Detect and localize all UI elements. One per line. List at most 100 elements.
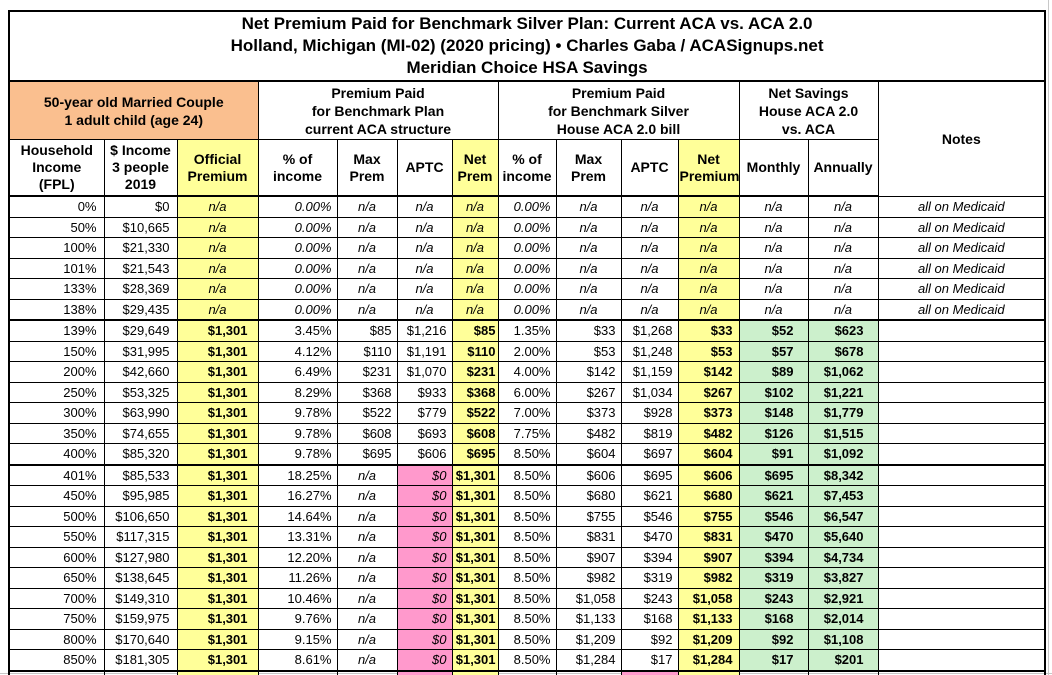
cell-fpl-150%[interactable]: 150% <box>8 340 105 362</box>
cell-monthly-550%[interactable]: $470 <box>738 526 809 548</box>
cell-pct2-300%[interactable]: 7.00% <box>497 402 557 424</box>
cell-net2-139%[interactable]: $33 <box>677 319 740 342</box>
col-header-aptc2-aca20[interactable]: APTC <box>620 139 679 197</box>
cell-official-500%[interactable]: $1,301 <box>176 505 259 527</box>
cell-aptc2-650%[interactable]: $319 <box>620 567 679 589</box>
cell-pct2-200%[interactable]: 4.00% <box>497 361 557 383</box>
cell-pct2-139%[interactable]: 1.35% <box>497 319 557 342</box>
cell-pct1-133%[interactable]: 0.00% <box>257 278 338 300</box>
cell-max2-401%[interactable]: $606 <box>555 464 622 486</box>
cell-fpl-800%[interactable]: 800% <box>8 628 105 650</box>
cell-note-900%[interactable] <box>877 670 1046 675</box>
col-header-max2-aca20[interactable]: Max Prem <box>555 139 622 197</box>
cell-income-450%[interactable]: $95,985 <box>103 485 178 507</box>
cell-max1-400%[interactable]: $695 <box>336 443 398 466</box>
cell-annually-0%[interactable]: n/a <box>807 195 879 218</box>
cell-note-0%[interactable]: all on Medicaid <box>877 195 1046 218</box>
cell-note-50%[interactable]: all on Medicaid <box>877 216 1046 238</box>
cell-max1-800%[interactable]: n/a <box>336 628 398 650</box>
cell-max1-401%[interactable]: n/a <box>336 464 398 486</box>
cell-annually-100%[interactable]: n/a <box>807 237 879 259</box>
cell-max1-101%[interactable]: n/a <box>336 257 398 279</box>
table-title-cell[interactable]: Net Premium Paid for Benchmark Silver Pl… <box>8 10 1046 82</box>
cell-net1-700%[interactable]: $1,301 <box>451 587 499 609</box>
cell-fpl-138%[interactable]: 138% <box>8 298 105 321</box>
cell-official-101%[interactable]: n/a <box>176 257 259 279</box>
cell-official-650%[interactable]: $1,301 <box>176 567 259 589</box>
cell-net1-800%[interactable]: $1,301 <box>451 628 499 650</box>
cell-official-750%[interactable]: $1,301 <box>176 608 259 630</box>
cell-pct1-900%[interactable]: 8.13% <box>257 670 338 675</box>
cell-pct2-250%[interactable]: 6.00% <box>497 381 557 403</box>
cell-aptc2-150%[interactable]: $1,248 <box>620 340 679 362</box>
cell-max2-200%[interactable]: $142 <box>555 361 622 383</box>
net-savings-group-header[interactable]: Net Savings House ACA 2.0 vs. ACA <box>738 80 879 140</box>
cell-monthly-500%[interactable]: $546 <box>738 505 809 527</box>
cell-max1-700%[interactable]: n/a <box>336 587 398 609</box>
cell-fpl-650%[interactable]: 650% <box>8 567 105 589</box>
aca-20-group-header[interactable]: Premium Paid for Benchmark Silver House … <box>497 80 740 140</box>
cell-aptc1-150%[interactable]: $1,191 <box>396 340 453 362</box>
cell-monthly-450%[interactable]: $621 <box>738 485 809 507</box>
cell-aptc2-300%[interactable]: $928 <box>620 402 679 424</box>
cell-income-150%[interactable]: $31,995 <box>103 340 178 362</box>
cell-fpl-450%[interactable]: 450% <box>8 485 105 507</box>
col-header-monthly[interactable]: Monthly <box>738 139 809 197</box>
cell-aptc2-200%[interactable]: $1,159 <box>620 361 679 383</box>
cell-pct2-500%[interactable]: 8.50% <box>497 505 557 527</box>
col-header-pct1[interactable]: % of income <box>257 139 338 197</box>
cell-aptc1-101%[interactable]: n/a <box>396 257 453 279</box>
cell-note-600%[interactable] <box>877 546 1046 568</box>
cell-note-700%[interactable] <box>877 587 1046 609</box>
cell-annually-750%[interactable]: $2,014 <box>807 608 879 630</box>
cell-aptc1-700%[interactable]: $0 <box>396 587 453 609</box>
cell-monthly-400%[interactable]: $91 <box>738 443 809 466</box>
cell-aptc1-100%[interactable]: n/a <box>396 237 453 259</box>
cell-max2-139%[interactable]: $33 <box>555 319 622 342</box>
cell-aptc2-500%[interactable]: $546 <box>620 505 679 527</box>
cell-pct1-600%[interactable]: 12.20% <box>257 546 338 568</box>
cell-monthly-50%[interactable]: n/a <box>738 216 809 238</box>
cell-annually-200%[interactable]: $1,062 <box>807 361 879 383</box>
cell-income-300%[interactable]: $63,990 <box>103 402 178 424</box>
cell-aptc1-250%[interactable]: $933 <box>396 381 453 403</box>
cell-pct2-138%[interactable]: 0.00% <box>497 298 557 321</box>
cell-income-850%[interactable]: $181,305 <box>103 649 178 672</box>
cell-official-50%[interactable]: n/a <box>176 216 259 238</box>
cell-annually-250%[interactable]: $1,221 <box>807 381 879 403</box>
cell-pct2-750%[interactable]: 8.50% <box>497 608 557 630</box>
cell-income-900%[interactable]: $191,970 <box>103 670 178 675</box>
cell-official-401%[interactable]: $1,301 <box>176 464 259 486</box>
cell-note-150%[interactable] <box>877 340 1046 362</box>
cell-monthly-138%[interactable]: n/a <box>738 298 809 321</box>
cell-aptc2-850%[interactable]: $17 <box>620 649 679 672</box>
cell-pct1-800%[interactable]: 9.15% <box>257 628 338 650</box>
cell-monthly-139%[interactable]: $52 <box>738 319 809 342</box>
cell-annually-900%[interactable]: $0 <box>807 670 879 675</box>
cell-max2-0%[interactable]: n/a <box>555 195 622 218</box>
cell-pct2-550%[interactable]: 8.50% <box>497 526 557 548</box>
cell-pct2-600%[interactable]: 8.50% <box>497 546 557 568</box>
cell-net2-401%[interactable]: $606 <box>677 464 740 486</box>
cell-annually-50%[interactable]: n/a <box>807 216 879 238</box>
cell-official-100%[interactable]: n/a <box>176 237 259 259</box>
cell-annually-400%[interactable]: $1,092 <box>807 443 879 466</box>
cell-max2-450%[interactable]: $680 <box>555 485 622 507</box>
cell-aptc1-50%[interactable]: n/a <box>396 216 453 238</box>
cell-net2-450%[interactable]: $680 <box>677 485 740 507</box>
cell-max1-133%[interactable]: n/a <box>336 278 398 300</box>
cell-aptc1-0%[interactable]: n/a <box>396 195 453 218</box>
cell-net1-133%[interactable]: n/a <box>451 278 499 300</box>
cell-fpl-100%[interactable]: 100% <box>8 237 105 259</box>
cell-pct1-500%[interactable]: 14.64% <box>257 505 338 527</box>
cell-pct1-750%[interactable]: 9.76% <box>257 608 338 630</box>
cell-aptc2-750%[interactable]: $168 <box>620 608 679 630</box>
cell-income-500%[interactable]: $106,650 <box>103 505 178 527</box>
cell-net1-101%[interactable]: n/a <box>451 257 499 279</box>
cell-net1-900%[interactable]: $1,301 <box>451 670 499 675</box>
cell-aptc2-133%[interactable]: n/a <box>620 278 679 300</box>
cell-max1-150%[interactable]: $110 <box>336 340 398 362</box>
cell-note-550%[interactable] <box>877 526 1046 548</box>
cell-pct1-101%[interactable]: 0.00% <box>257 257 338 279</box>
cell-monthly-800%[interactable]: $92 <box>738 628 809 650</box>
